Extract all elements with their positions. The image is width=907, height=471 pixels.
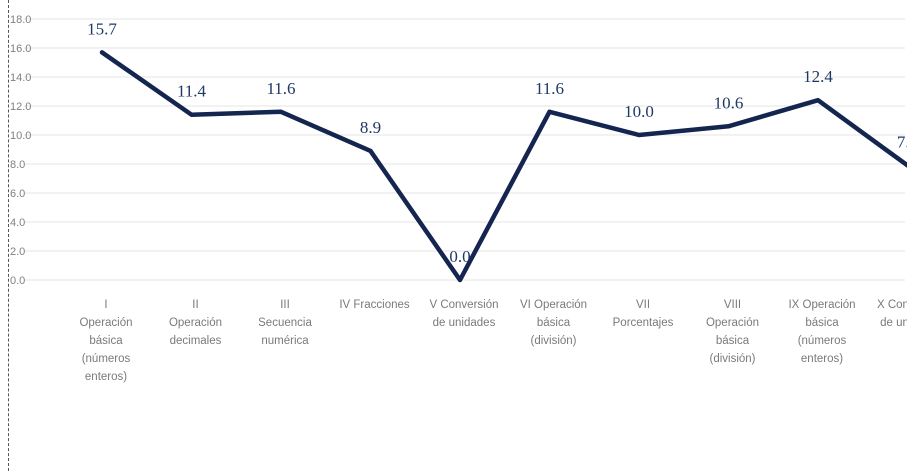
data-label: 0.0	[449, 247, 470, 266]
x-category-label-line: II	[192, 299, 198, 311]
x-category-label: VII Porcentajes	[613, 299, 674, 329]
x-category-label: V Conversión de unidades	[429, 299, 498, 329]
left-border	[8, 0, 9, 471]
x-category-label-line: Secuencia	[258, 317, 312, 329]
y-tick-label: 18.0	[10, 14, 31, 26]
x-category-label: VIII Operación básica (división)	[706, 299, 759, 365]
data-point	[637, 133, 641, 137]
x-category-label-line: V Conversión	[429, 299, 498, 311]
x-category-label-line: numérica	[261, 335, 309, 347]
x-category-label-line: de unidades	[433, 317, 496, 329]
x-category-label-line: básica	[805, 317, 839, 329]
x-category-label-line: (división)	[709, 353, 755, 365]
x-category-label-line: Operación	[79, 317, 132, 329]
data-point	[726, 124, 731, 129]
x-category-label: IV Fracciones	[339, 299, 410, 311]
x-category-label-line: básica	[716, 335, 750, 347]
y-tick-label: 10.0	[10, 130, 31, 142]
x-category-label-line: Operación	[706, 317, 759, 329]
data-label: 10.0	[624, 102, 654, 121]
data-label: 12.4	[803, 67, 833, 86]
x-category-label-line: X Conversión	[877, 299, 907, 311]
x-category-label: IX Operación básica (números enteros)	[788, 299, 855, 365]
y-tick-label: 16.0	[10, 43, 31, 55]
x-category-label: II Operación decimales	[169, 299, 222, 347]
x-category-label: X Conversión de unidades	[877, 299, 907, 329]
data-label: 8.9	[360, 118, 381, 137]
x-category-label-line: Operación	[169, 317, 222, 329]
x-category-label-line: básica	[537, 317, 571, 329]
y-tick-label: 14.0	[10, 72, 31, 84]
x-category-label-line: IV Fracciones	[339, 299, 410, 311]
x-category-label-line: III	[280, 299, 290, 311]
x-category-label-line: Porcentajes	[613, 317, 674, 329]
x-category-label-line: IX Operación	[788, 299, 855, 311]
data-label: 11.4	[177, 82, 207, 101]
x-category-label-line: enteros)	[85, 371, 127, 383]
data-label: 10.6	[714, 93, 744, 112]
data-point	[816, 98, 820, 103]
y-tick-label: 2.0	[10, 246, 25, 258]
x-category-label-line: I	[104, 299, 107, 311]
data-point	[279, 109, 283, 114]
x-category-label-line: (números	[798, 335, 847, 347]
data-label: 11.6	[266, 79, 295, 98]
data-label: 11.6	[535, 79, 564, 98]
x-category-label-line: decimales	[170, 335, 222, 347]
data-point	[100, 50, 104, 55]
y-tick-label: 6.0	[10, 188, 25, 200]
x-category-label-line: VIII	[724, 299, 741, 311]
data-point	[547, 109, 552, 114]
data-label: 7.9	[897, 132, 907, 151]
x-category-label: VI Operación básica (división)	[520, 299, 587, 347]
x-category-label: III Secuencia numérica	[258, 299, 312, 347]
x-category-label-line: (división)	[530, 335, 576, 347]
y-tick-label: 8.0	[10, 159, 25, 171]
x-category-label-line: VI Operación	[520, 299, 587, 311]
data-point	[458, 278, 462, 282]
data-label: 15.7	[87, 19, 117, 38]
y-tick-label: 0.0	[10, 275, 25, 287]
x-category-label-line: básica	[89, 335, 123, 347]
x-category-label: I Operación básica (números enteros)	[79, 299, 132, 383]
y-tick-label: 12.0	[10, 101, 31, 113]
data-point	[189, 112, 194, 117]
series-line	[99, 50, 907, 283]
data-point	[368, 148, 373, 153]
x-category-label-line: (números	[82, 353, 131, 365]
x-category-label-line: de unidades	[880, 317, 907, 329]
x-category-label-line: enteros)	[801, 353, 843, 365]
y-tick-label: 4.0	[10, 217, 25, 229]
x-category-label-line: VII	[636, 299, 650, 311]
